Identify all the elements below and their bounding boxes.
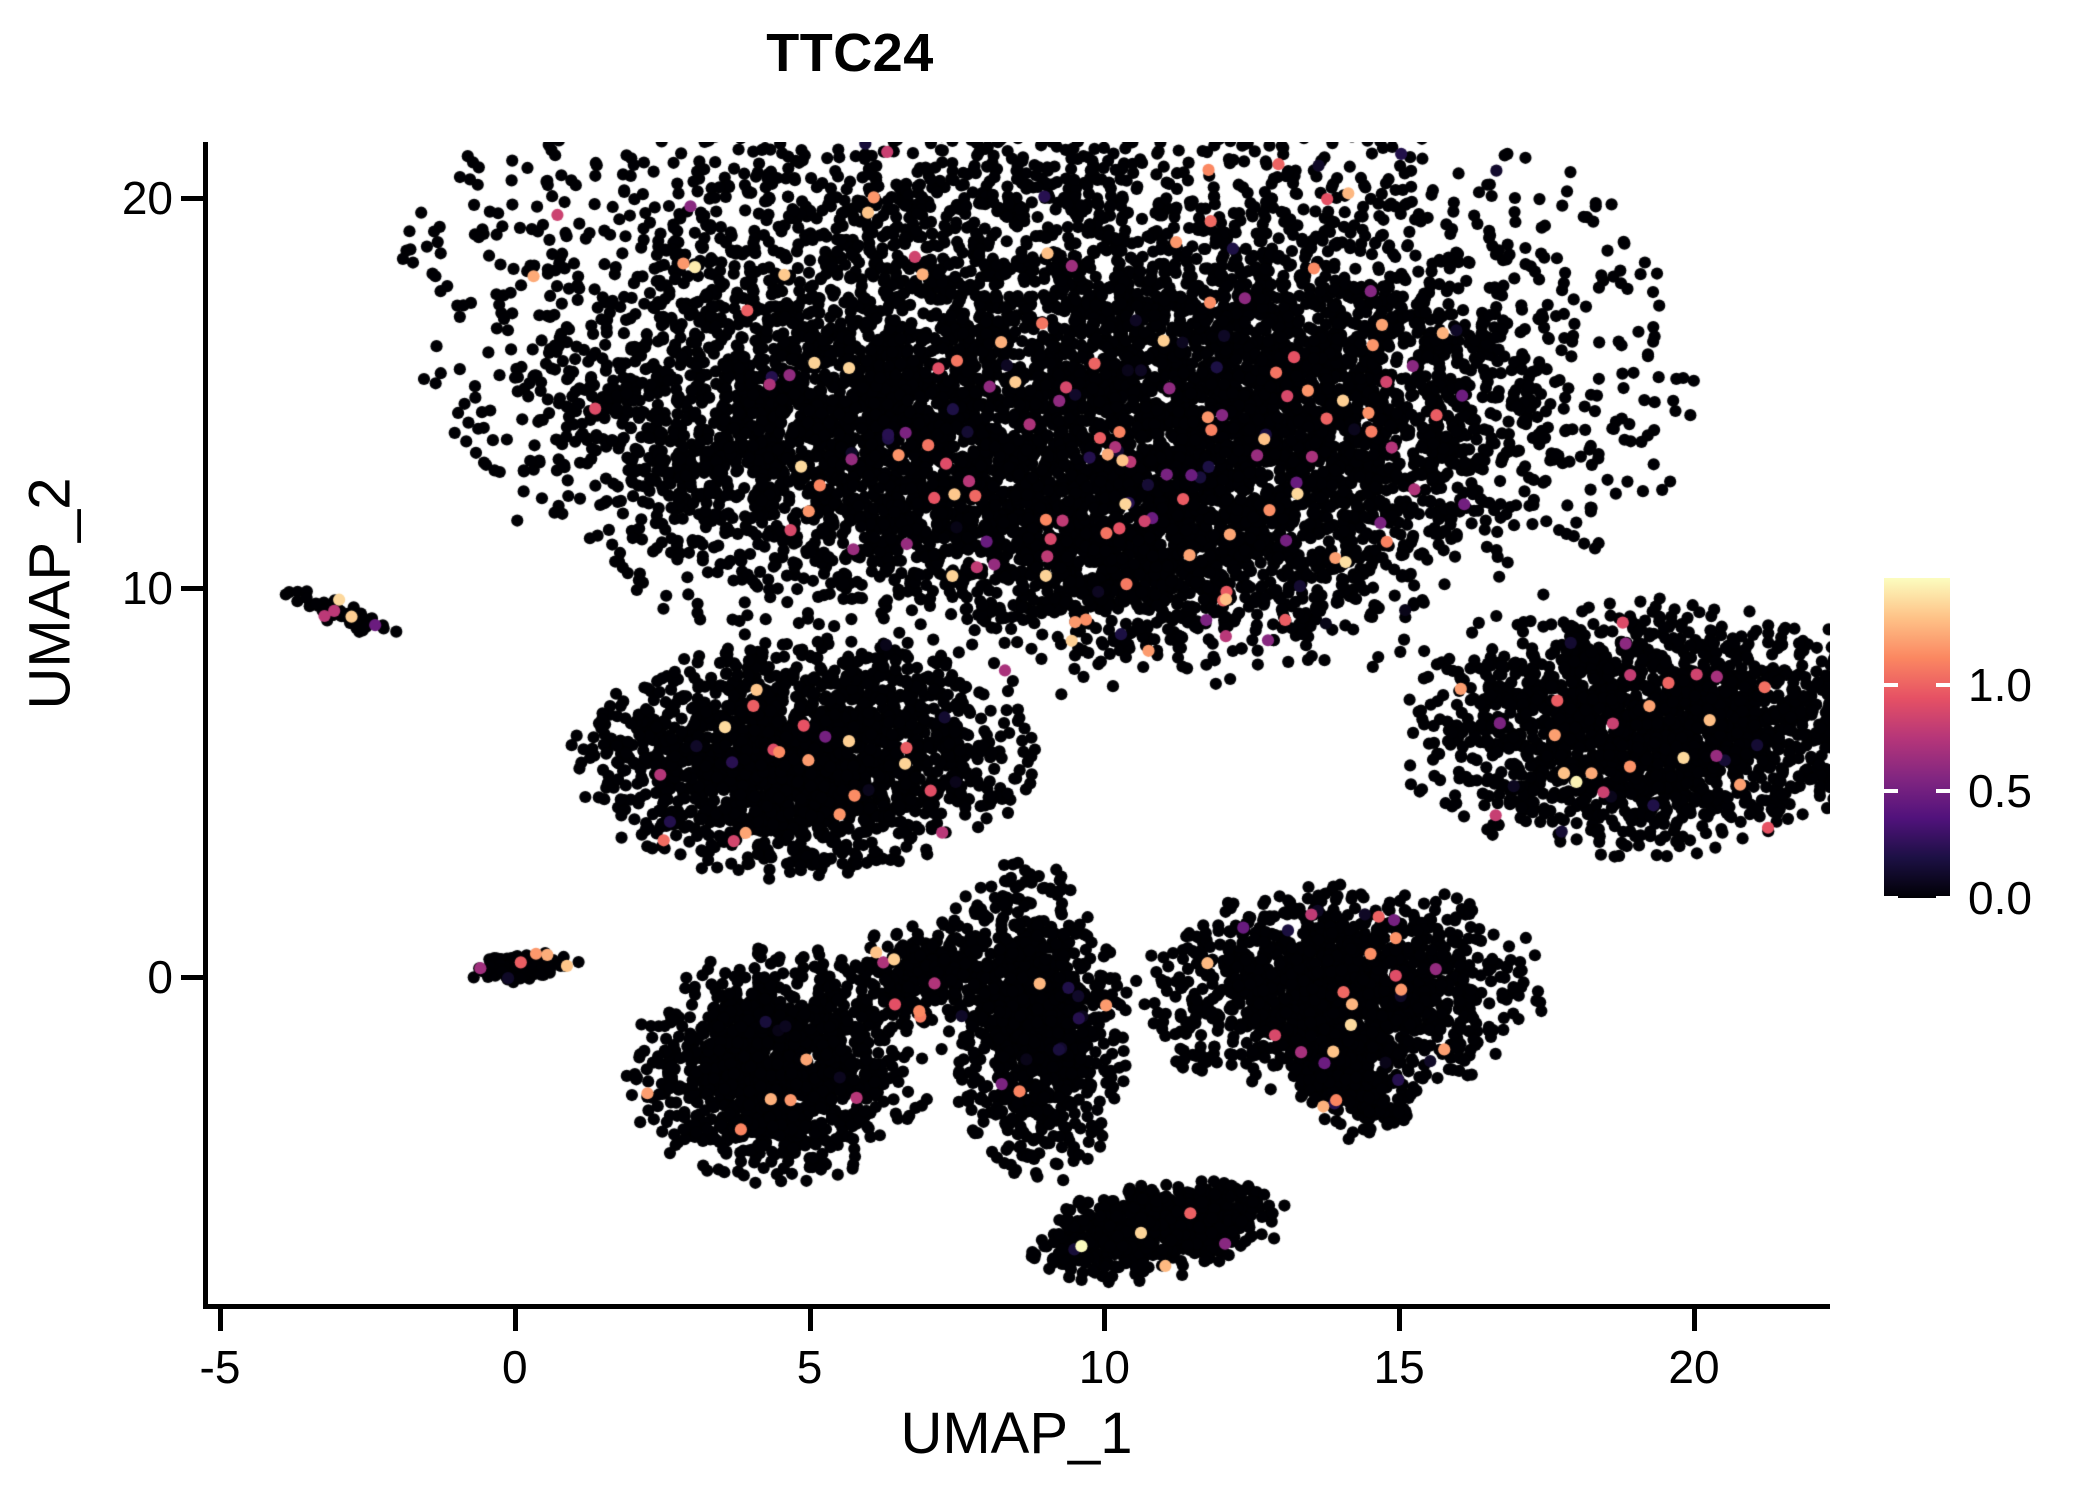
y-tick-mark	[181, 196, 203, 201]
colorbar-tick-label: 0.5	[1968, 765, 2032, 818]
x-tick-label: 5	[796, 1341, 823, 1393]
x-axis-title: UMAP_1	[900, 1401, 1133, 1466]
x-axis-line	[203, 1304, 1830, 1309]
x-tick-label: 0	[502, 1341, 528, 1393]
x-tick-mark	[1102, 1309, 1108, 1331]
y-axis-line	[203, 142, 208, 1309]
y-tick-label: 20	[121, 172, 173, 224]
x-tick-label: 20	[1668, 1341, 1720, 1393]
colorbar-tick-mark	[1936, 896, 1950, 900]
x-tick-mark	[1692, 1309, 1697, 1331]
x-tick-mark	[512, 1309, 518, 1331]
plot-panel	[205, 142, 1830, 1305]
x-tick-mark	[1397, 1309, 1403, 1331]
colorbar-tick-label: 0.0	[1968, 872, 2032, 924]
y-tick-label: 0	[147, 951, 173, 1003]
colorbar-tick-mark	[1936, 682, 1950, 687]
y-tick-label: 10	[121, 561, 173, 614]
y-tick-mark	[181, 975, 203, 980]
colorbar-legend	[1884, 578, 1950, 900]
x-tick-mark	[807, 1309, 813, 1331]
x-tick-label: -5	[199, 1341, 241, 1393]
colorbar-tick-mark	[1884, 789, 1898, 794]
colorbar-tick-mark	[1884, 896, 1898, 900]
colorbar-tick-label: 1.0	[1968, 658, 2032, 711]
x-tick-mark	[218, 1309, 223, 1331]
y-axis-title: UMAP_2	[17, 477, 83, 710]
scatter-points-canvas	[205, 142, 1830, 1305]
y-tick-mark	[181, 585, 203, 591]
page-title: TTC24	[766, 23, 934, 83]
x-tick-label: 15	[1373, 1341, 1425, 1393]
colorbar-tick-mark	[1884, 682, 1898, 687]
colorbar-gradient	[1884, 578, 1950, 898]
x-tick-label: 10	[1078, 1341, 1130, 1393]
colorbar-tick-mark	[1936, 789, 1950, 794]
